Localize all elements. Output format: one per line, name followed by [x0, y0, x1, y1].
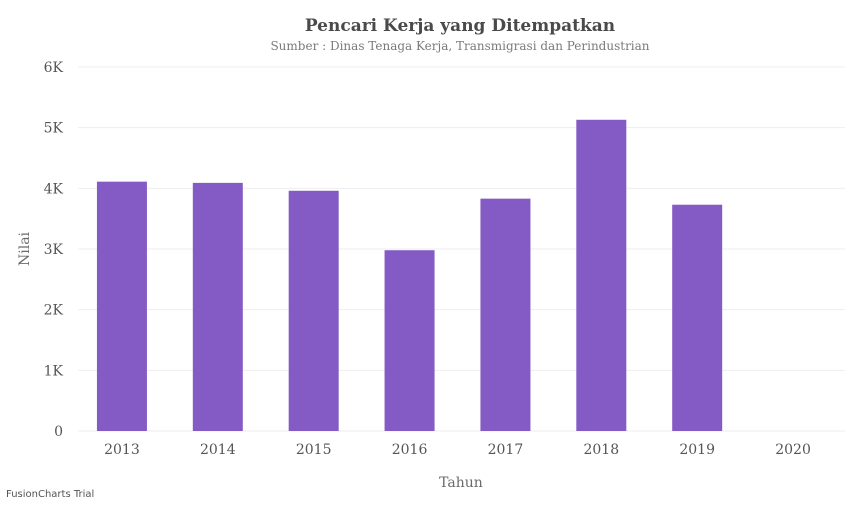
x-tick-label: 2020 — [775, 442, 811, 458]
bar-2017[interactable] — [480, 198, 531, 431]
x-tick-label: 2016 — [392, 442, 428, 458]
bar-2014[interactable] — [192, 182, 243, 431]
y-tick-labels: 0 1K 2K 3K 4K 5K 6K — [44, 60, 64, 440]
chart-title: Pencari Kerja yang Ditempatkan — [304, 16, 616, 36]
bar-2016[interactable] — [384, 250, 435, 431]
y-tick-label: 5K — [44, 121, 64, 137]
x-axis-label: Tahun — [439, 475, 483, 491]
watermark: FusionCharts Trial — [6, 489, 95, 500]
x-tick-label: 2015 — [296, 442, 332, 458]
y-tick-label: 4K — [44, 181, 64, 197]
bar-2018[interactable] — [576, 119, 627, 431]
x-tick-label: 2013 — [104, 442, 140, 458]
x-tick-label: 2019 — [679, 442, 715, 458]
bar-2013[interactable] — [96, 181, 147, 431]
x-tick-label: 2014 — [200, 442, 236, 458]
x-tick-label: 2017 — [488, 442, 524, 458]
bar-2019[interactable] — [672, 204, 723, 431]
y-tick-label: 2K — [44, 303, 64, 319]
y-tick-label: 1K — [44, 363, 64, 379]
y-tick-label: 3K — [44, 242, 64, 258]
y-axis-label: Nilai — [17, 231, 33, 266]
y-tick-label: 0 — [54, 424, 63, 440]
bars — [96, 119, 723, 431]
x-tick-label: 2018 — [583, 442, 619, 458]
chart-subtitle: Sumber : Dinas Tenaga Kerja, Transmigras… — [270, 39, 650, 53]
y-tick-label: 6K — [44, 60, 64, 76]
bar-2015[interactable] — [288, 190, 339, 431]
x-tick-labels: 2013 2014 2015 2016 2017 2018 2019 2020 — [104, 442, 811, 458]
